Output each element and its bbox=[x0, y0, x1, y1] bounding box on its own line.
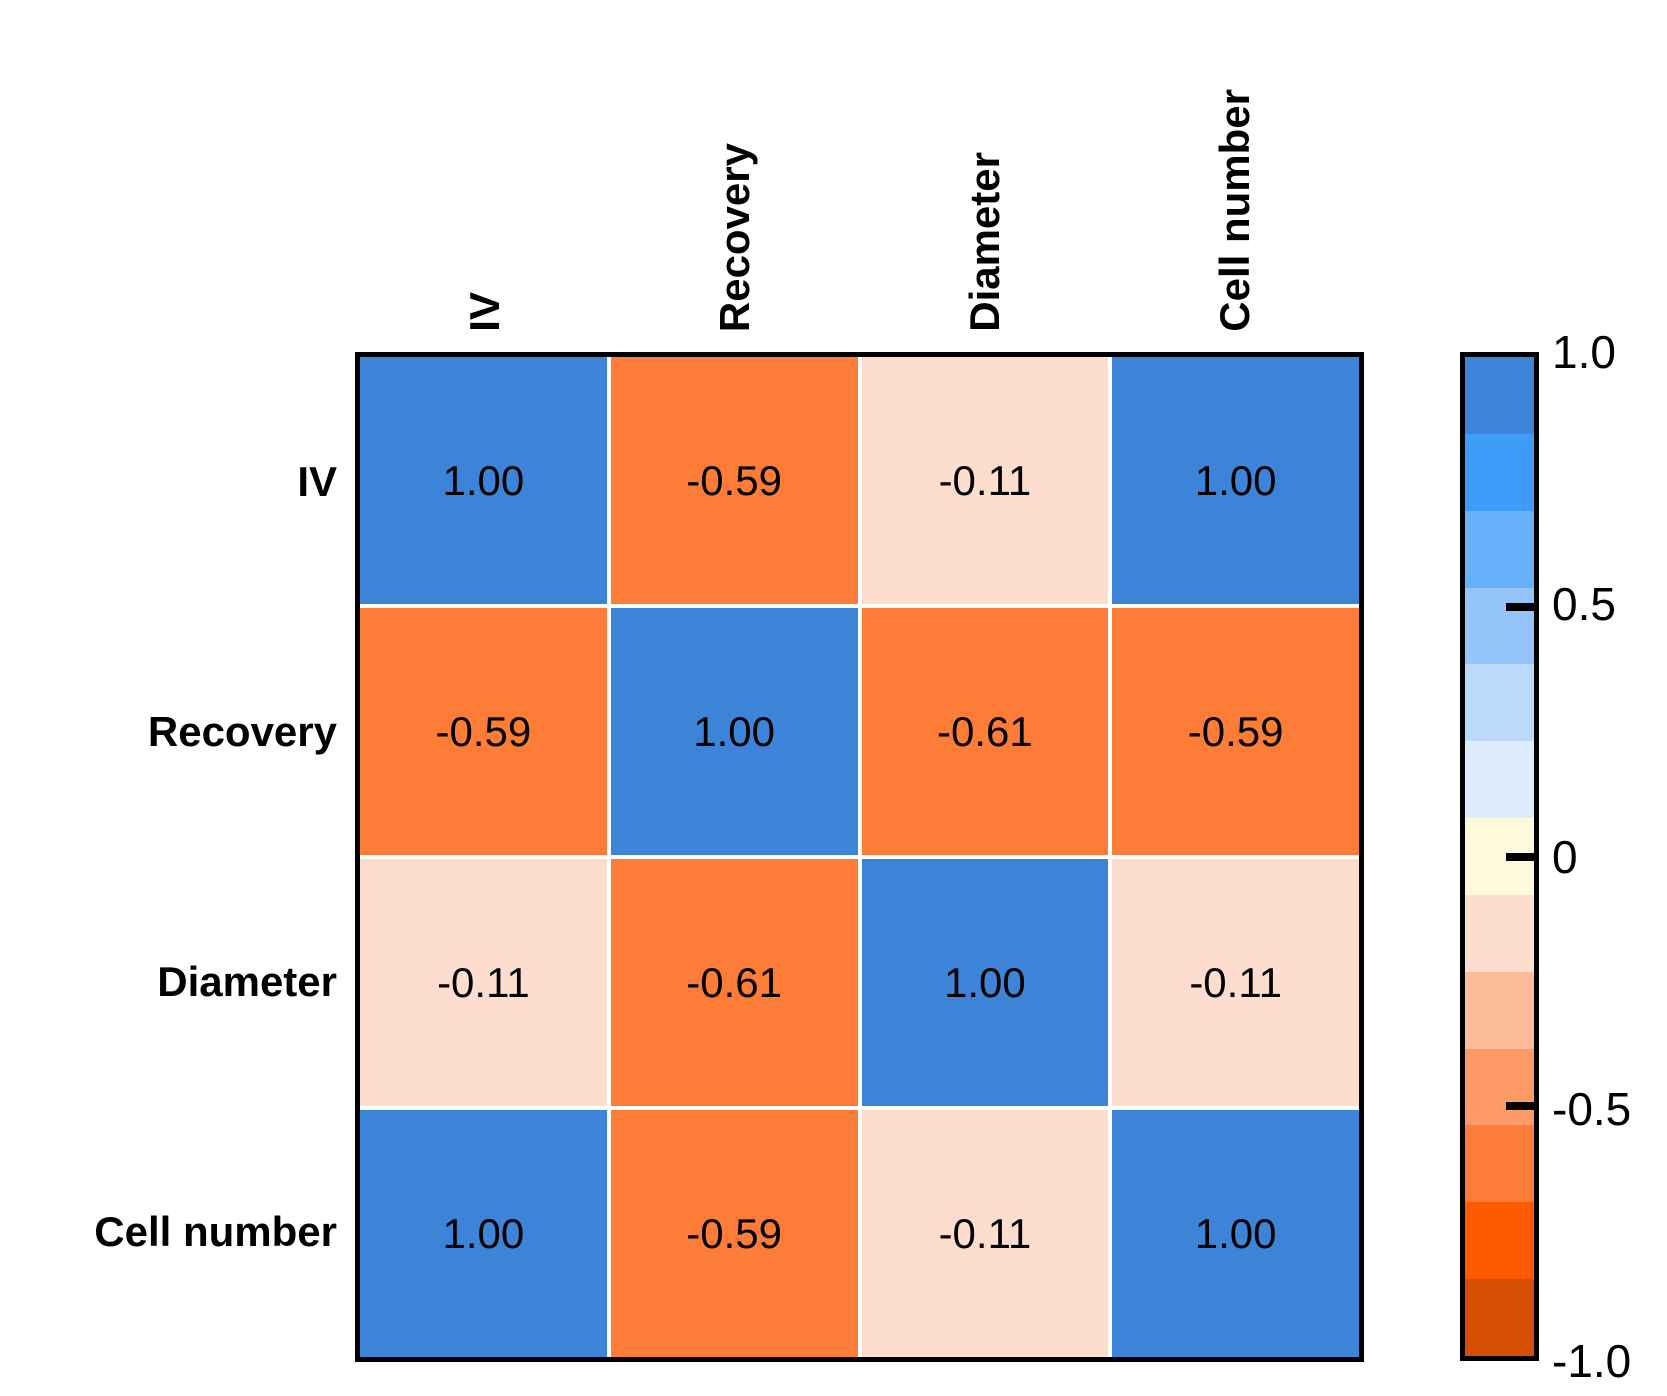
colorbar-segment bbox=[1465, 510, 1534, 588]
colorbar-segment bbox=[1465, 971, 1534, 1049]
colorbar-tick bbox=[1506, 1102, 1534, 1111]
heatmap-cell: -0.11 bbox=[1112, 859, 1359, 1106]
heatmap-cell: -0.11 bbox=[861, 357, 1109, 604]
row-label: Diameter bbox=[157, 958, 337, 1005]
colorbar-segment bbox=[1465, 1125, 1534, 1203]
row-label: Cell number bbox=[94, 1208, 337, 1255]
heatmap-cell: 1.00 bbox=[360, 357, 607, 604]
heatmap-cell: 1.00 bbox=[1112, 1110, 1359, 1357]
colorbar-tick-label: 0 bbox=[1552, 830, 1578, 883]
heatmap-cell: -0.11 bbox=[360, 859, 607, 1106]
heatmap-cell: -0.61 bbox=[861, 608, 1109, 855]
row-label: IV bbox=[297, 458, 337, 505]
colorbar-tick-label: 0.5 bbox=[1552, 578, 1616, 631]
colorbar-segment bbox=[1465, 433, 1534, 511]
colorbar-segment bbox=[1465, 1279, 1534, 1356]
colorbar-segment bbox=[1465, 741, 1534, 819]
row-label: Recovery bbox=[147, 708, 337, 755]
column-label: Recovery bbox=[711, 142, 758, 332]
colorbar-segment bbox=[1465, 894, 1534, 972]
heatmap-cell: 1.00 bbox=[1112, 357, 1359, 604]
heatmap-cell: -0.59 bbox=[360, 608, 607, 855]
colorbar-tick bbox=[1506, 852, 1534, 861]
heatmap-matrix: 1.00 -0.59 -0.11 1.00 -0.59 1.00 -0.61 -0.59 -0.… bbox=[355, 352, 1364, 1362]
column-label: Cell number bbox=[1211, 89, 1258, 332]
colorbar-segment bbox=[1465, 664, 1534, 742]
colorbar-segment bbox=[1465, 1048, 1534, 1126]
colorbar-tick-label: 1.0 bbox=[1552, 326, 1616, 378]
colorbar-segment bbox=[1465, 357, 1534, 434]
heatmap-cell: -0.61 bbox=[610, 859, 858, 1106]
heatmap-cell: 1.00 bbox=[360, 1110, 607, 1357]
colorbar-segment bbox=[1465, 1202, 1534, 1280]
colorbar-segment bbox=[1465, 587, 1534, 665]
heatmap-cell: -0.59 bbox=[610, 1110, 858, 1357]
column-label: Diameter bbox=[961, 152, 1008, 332]
colorbar bbox=[1460, 352, 1539, 1361]
colorbar-tick bbox=[1506, 602, 1534, 611]
heatmap-cell: -0.59 bbox=[610, 357, 858, 604]
heatmap-cell: -0.11 bbox=[861, 1110, 1109, 1357]
heatmap-cell: 1.00 bbox=[610, 608, 858, 855]
colorbar-tick-label: -0.5 bbox=[1552, 1082, 1632, 1135]
colorbar-tick-label: -1.0 bbox=[1552, 1335, 1632, 1387]
heatmap-cell: 1.00 bbox=[861, 859, 1109, 1106]
heatmap-cell: -0.59 bbox=[1112, 608, 1359, 855]
column-label: IV bbox=[461, 292, 508, 332]
